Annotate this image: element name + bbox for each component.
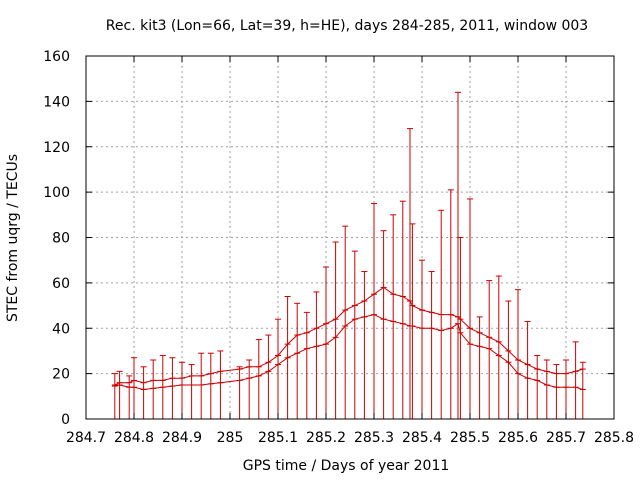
grid-lines [86,56,614,419]
x-tick-label: 284.7 [66,430,106,446]
series-line [114,286,583,386]
x-tick-label: 284.8 [114,430,154,446]
y-axis-label: STEC from uqrg / TECUs [5,154,21,322]
x-tick-label: 285.8 [594,430,634,446]
y-tick-label: 80 [52,231,70,247]
x-tick-label: 285.6 [498,430,538,446]
x-tick-label: 285.7 [546,430,586,446]
axes: 284.7 284.8 284.9 285 285.1 285.2 285.3 285.4 28… [43,49,634,446]
y-tick-label: 40 [52,321,70,337]
y-tick-label: 0 [61,412,70,428]
x-tick-label: 285.2 [306,430,346,446]
y-tick-label: 60 [52,276,70,292]
y-tick-label: 20 [52,367,70,383]
x-tick-label: 285.3 [354,430,394,446]
x-tick-label: 284.9 [162,430,202,446]
x-tick-label: 285.5 [450,430,490,446]
data-series [111,91,586,419]
chart-title: Rec. kit3 (Lon=66, Lat=39, h=HE), days 2… [106,18,588,34]
x-tick-label: 285.4 [402,430,442,446]
x-axis-label: GPS time / Days of year 2011 [243,458,450,474]
plot-frame [85,55,615,420]
x-tick-label: 285.1 [258,430,298,446]
x-tick-label: 285 [217,430,244,446]
series-line [114,314,583,391]
y-tick-label: 100 [43,185,70,201]
y-tick-label: 140 [43,94,70,110]
y-tick-label: 120 [43,140,70,156]
y-tick-label: 160 [43,49,70,65]
